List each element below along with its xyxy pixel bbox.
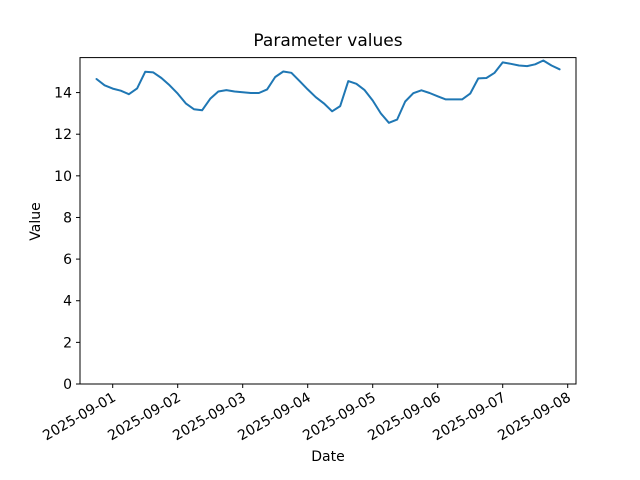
- y-tick-label: 0: [63, 377, 72, 393]
- x-axis-ticks: 2025-09-012025-09-022025-09-032025-09-04…: [40, 384, 574, 445]
- x-tick-label: 2025-09-04: [235, 390, 314, 445]
- y-tick-label: 6: [63, 252, 72, 268]
- y-tick-label: 4: [63, 294, 72, 310]
- y-tick-label: 12: [54, 127, 72, 143]
- x-tick-label: 2025-09-05: [300, 390, 378, 445]
- x-tick-label: 2025-09-06: [365, 390, 444, 445]
- y-tick-label: 10: [54, 169, 72, 185]
- y-axis-label: Value: [28, 202, 44, 240]
- x-tick-label: 2025-09-01: [40, 390, 118, 445]
- y-tick-label: 2: [63, 335, 72, 351]
- x-axis-label: Date: [311, 449, 344, 465]
- x-tick-label: 2025-09-07: [430, 390, 508, 445]
- y-tick-label: 14: [54, 86, 72, 102]
- axes-box: [79, 57, 577, 385]
- x-tick-label: 2025-09-08: [495, 390, 573, 445]
- y-axis-ticks: 0 2 4 6 8 10 12 14: [54, 86, 80, 393]
- y-tick-label: 8: [63, 210, 72, 226]
- x-tick-label: 2025-09-02: [105, 390, 183, 445]
- x-tick-label: 2025-09-03: [170, 390, 248, 445]
- chart-title: Parameter values: [253, 31, 402, 51]
- series-line: [95, 59, 561, 124]
